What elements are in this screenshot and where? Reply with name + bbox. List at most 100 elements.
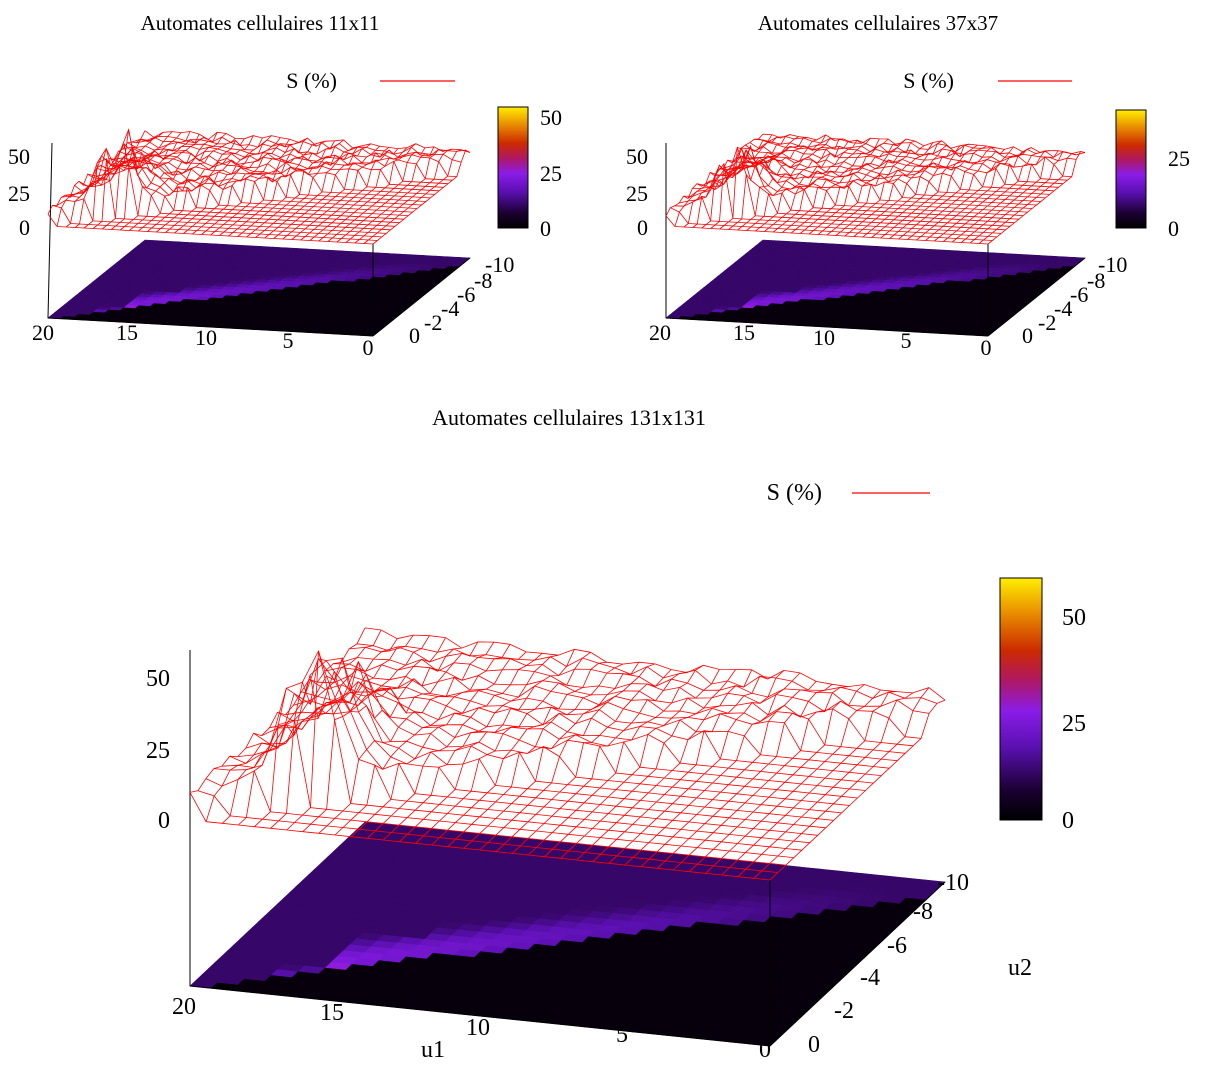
surface-line-u1 (625, 673, 800, 865)
surface-line-u2 (333, 664, 913, 746)
surface-line-u1 (102, 130, 199, 229)
colorbar-tick-label: 0 (1168, 216, 1179, 241)
x-tick-label: 5 (283, 328, 294, 353)
y-tick-label: -6 (1070, 282, 1088, 307)
surface-line-u1 (220, 145, 317, 236)
z-tick-label: 25 (8, 181, 30, 206)
z-tick-label: 25 (626, 181, 648, 206)
x-tick-label: 5 (901, 328, 912, 353)
heatmap-base (190, 822, 945, 1046)
surface-line-u1 (609, 670, 784, 863)
z-tick-label: 25 (146, 738, 170, 764)
colorbar (1116, 110, 1146, 228)
colorbar-tick-label: 50 (540, 105, 562, 130)
z-axis-line (48, 143, 52, 318)
z-tick-label: 50 (626, 144, 648, 169)
colorbar (498, 107, 528, 228)
chart-panel-3: Automates cellulaires 131x131 S (%) 20 15 10… (146, 405, 1086, 1063)
surface-line-u1 (970, 152, 1067, 243)
legend-label: S (%) (286, 68, 337, 93)
y-tick-label: -10 (1098, 252, 1127, 277)
surface-line-u2 (349, 647, 929, 714)
surface-line-u2 (293, 688, 873, 783)
y-tick-label: -4 (860, 965, 880, 991)
y-tick-label: 0 (409, 323, 420, 348)
surface-line-u1 (190, 628, 365, 793)
x-tick-label: 20 (172, 994, 196, 1020)
surface-line-u2 (262, 662, 842, 813)
surface-wireframe (190, 628, 945, 880)
surface-line-u1 (754, 688, 929, 879)
y-tick-label: -2 (834, 998, 854, 1024)
colorbar (1000, 578, 1042, 820)
surface-line-u1 (863, 146, 960, 237)
z-tick-label: 50 (146, 666, 170, 692)
colorbar-tick-label: 0 (540, 216, 551, 241)
colorbar-tick-label: 50 (1062, 605, 1086, 631)
y-tick-label: -6 (457, 282, 475, 307)
surface-line-u1 (222, 639, 397, 824)
chart-title: Automates cellulaires 131x131 (432, 405, 706, 430)
surface-line-u2 (70, 149, 395, 227)
surface-line-u1 (747, 139, 844, 231)
surface-line-u1 (367, 653, 542, 838)
surface-line-u1 (480, 664, 655, 850)
z-tick-label: 50 (8, 144, 30, 169)
surface-wireframe (666, 134, 1085, 244)
z-tick-label: 0 (158, 808, 170, 834)
x-tick-label: 15 (320, 1000, 344, 1026)
z-tick-label: 0 (19, 215, 30, 240)
y-tick-label: -6 (887, 933, 907, 959)
legend-label: S (%) (767, 480, 822, 506)
surface-line-u1 (827, 146, 924, 235)
x-tick-label: 10 (466, 1015, 490, 1041)
y-tick-label: -8 (913, 899, 933, 925)
y-tick-label: -10 (937, 870, 969, 896)
surface-line-u1 (666, 134, 763, 216)
x-tick-label: 15 (116, 320, 138, 345)
z-tick-label: 0 (637, 215, 648, 240)
surface-line-u2 (145, 131, 470, 153)
surface-line-u2 (750, 142, 1072, 176)
x-tick-label: 0 (363, 335, 374, 360)
surface-line-u1 (287, 648, 462, 830)
surface-line-u1 (351, 652, 526, 837)
x-tick-label: 0 (981, 335, 992, 360)
legend-label: S (%) (903, 68, 954, 93)
chart-title: Automates cellulaires 37x37 (758, 11, 998, 35)
chart-title: Automates cellulaires 11x11 (141, 11, 380, 35)
surface-line-u2 (684, 148, 1006, 230)
colorbar-tick-label: 0 (1062, 808, 1074, 834)
surface-wireframe (48, 130, 470, 244)
x-tick-label: 5 (616, 1022, 628, 1048)
y-tick-label: 0 (1022, 323, 1033, 348)
surface-line-u1 (544, 669, 719, 856)
x-tick-label: 20 (32, 320, 54, 345)
surface-line-u1 (496, 670, 671, 852)
surface-line-u2 (763, 134, 1085, 155)
y-tick-label: 0 (808, 1032, 820, 1058)
surface-line-u2 (114, 156, 439, 191)
x-tick-label: 0 (759, 1037, 771, 1063)
x-tick-label: 15 (733, 320, 755, 345)
x-tick-label: 10 (195, 325, 217, 350)
colorbar-tick-label: 25 (1062, 711, 1086, 737)
x-tick-label: 10 (813, 325, 835, 350)
surface-line-u1 (577, 670, 752, 860)
surface-line-u2 (728, 159, 1050, 194)
surface-line-u2 (688, 149, 1010, 227)
surface-line-u1 (512, 673, 687, 854)
surface-line-u2 (309, 679, 889, 768)
surface-line-u1 (528, 665, 703, 855)
surface-line-u1 (265, 146, 362, 238)
y-tick-label: -2 (424, 310, 442, 335)
colorbar-tick-label: 25 (1168, 146, 1190, 171)
x-axis-label: u1 (421, 1037, 445, 1063)
y-axis-label: u2 (1008, 955, 1032, 981)
surface-line-u2 (357, 644, 937, 704)
colorbar-tick-label: 25 (540, 161, 562, 186)
x-tick-label: 20 (649, 320, 671, 345)
